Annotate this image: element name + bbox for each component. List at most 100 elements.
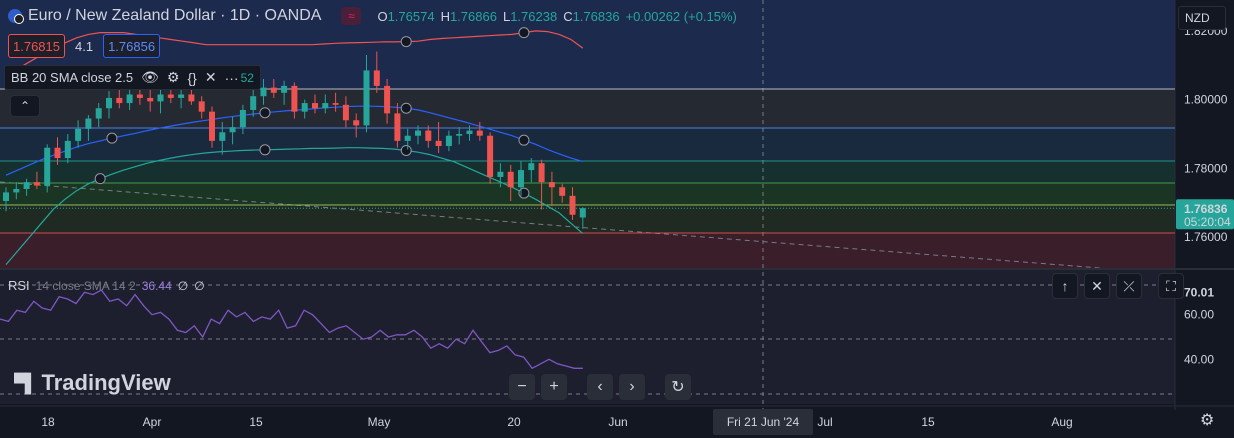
candle[interactable] [415,125,421,145]
candle[interactable] [312,94,318,114]
candle[interactable] [579,207,586,229]
candle-body [178,94,185,98]
candle[interactable] [373,51,380,93]
candle[interactable] [54,137,61,165]
more-icon[interactable]: ··· [224,69,239,86]
candle-body [270,87,277,93]
gear-icon[interactable]: ⚙ [1200,412,1215,429]
candle[interactable] [198,96,205,119]
bollinger-legend[interactable]: BB 20 SMA close 2.5 👁 ⚙ {} ✕ ··· 52 [4,65,261,90]
pivot-marker[interactable] [400,144,412,156]
candle[interactable] [44,144,51,193]
candle[interactable] [281,80,288,105]
candle[interactable] [106,91,112,119]
candle[interactable] [569,187,576,220]
candle[interactable] [229,116,236,145]
candle[interactable] [147,89,154,112]
candle[interactable] [301,99,308,119]
time-axis-label: Aug [1051,415,1072,429]
candle[interactable] [13,182,20,200]
candle[interactable] [3,187,9,212]
zoom-in-button[interactable]: + [541,374,567,400]
candle[interactable] [219,121,226,155]
candle[interactable] [332,92,339,112]
close-icon[interactable]: ✕ [204,69,217,85]
close-pane-button[interactable]: ✕ [1084,273,1110,299]
candle[interactable] [404,128,411,150]
candle[interactable] [322,94,329,114]
candle[interactable] [518,161,524,196]
bb-label[interactable]: BB 20 SMA close 2.5 [11,70,134,85]
candle[interactable] [342,96,349,128]
candle-body [301,103,308,112]
pivot-marker[interactable] [259,107,271,119]
candle[interactable] [466,125,473,141]
candle[interactable] [528,158,535,183]
candle[interactable] [394,103,401,148]
collapse-pane-button[interactable]: ⤫ [1116,273,1142,299]
candle[interactable] [126,89,133,110]
pivot-marker[interactable] [518,134,530,146]
symbol-legend[interactable]: Euro / New Zealand Dollar · 1D · OANDA ≈… [8,7,737,25]
scroll-left-button[interactable]: ‹ [587,374,613,400]
candle[interactable] [445,130,452,152]
sell-price-button[interactable]: 1.76815 [8,34,65,58]
candle[interactable] [157,87,164,114]
zone-red [0,233,1175,268]
candle-body [466,130,473,134]
tradingview-logo[interactable]: ▀▌ TradingView [14,370,171,396]
candle[interactable] [456,127,463,145]
candle[interactable] [487,132,494,184]
move-pane-up-button[interactable]: ↑ [1052,273,1078,299]
approx-icon[interactable]: ≈ [341,7,362,25]
buy-price-button[interactable]: 1.76856 [103,34,161,58]
gear-icon[interactable]: ⚙ [166,69,180,85]
candle[interactable] [209,106,215,148]
scroll-right-button[interactable]: › [619,374,645,400]
maximize-pane-button[interactable]: ⛶ [1158,273,1184,299]
symbol-title[interactable]: Euro / New Zealand Dollar · 1D · OANDA [28,7,322,24]
candle[interactable] [95,103,102,128]
candle[interactable] [353,113,360,138]
candle[interactable] [559,183,566,203]
candle-body [332,103,339,105]
candle[interactable] [270,79,277,98]
candle[interactable] [291,82,298,119]
pivot-marker[interactable] [400,102,412,114]
candle[interactable] [363,54,370,133]
candle-body [85,118,92,129]
candle[interactable] [250,89,257,117]
candle[interactable] [425,125,432,148]
candle[interactable] [75,120,82,148]
pivot-marker[interactable] [518,27,530,39]
pivot-marker[interactable] [94,173,106,185]
candle[interactable] [538,159,545,210]
rsi-legend[interactable]: RSI 14 close SMA 14 2 36.44 ∅ ∅ [8,278,205,293]
candle[interactable] [260,79,267,105]
candle[interactable] [497,163,504,188]
candle[interactable] [33,171,40,189]
currency-selector[interactable]: NZD [1178,6,1226,30]
candle[interactable] [23,178,30,196]
trade-price-boxes: 1.76815 4.1 1.76856 [8,34,161,58]
pivot-marker[interactable] [518,187,530,199]
candle[interactable] [435,121,442,153]
collapse-legend-button[interactable]: ⌃ [10,95,40,117]
candle-body [95,108,102,119]
candle[interactable] [507,164,514,201]
zoom-out-button[interactable]: − [509,374,535,400]
candle[interactable] [239,104,246,134]
reset-chart-button[interactable]: ↻ [665,374,691,400]
pivot-marker[interactable] [106,132,118,144]
source-code-icon[interactable]: {} [187,69,197,86]
pivot-marker[interactable] [400,36,412,48]
candle-body [507,171,514,188]
candle[interactable] [384,79,391,124]
candle[interactable] [548,171,555,207]
candle[interactable] [64,134,71,164]
pivot-marker[interactable] [259,144,271,156]
candle[interactable] [85,115,92,141]
eye-icon[interactable]: 👁 [141,69,159,85]
candle[interactable] [476,121,483,141]
